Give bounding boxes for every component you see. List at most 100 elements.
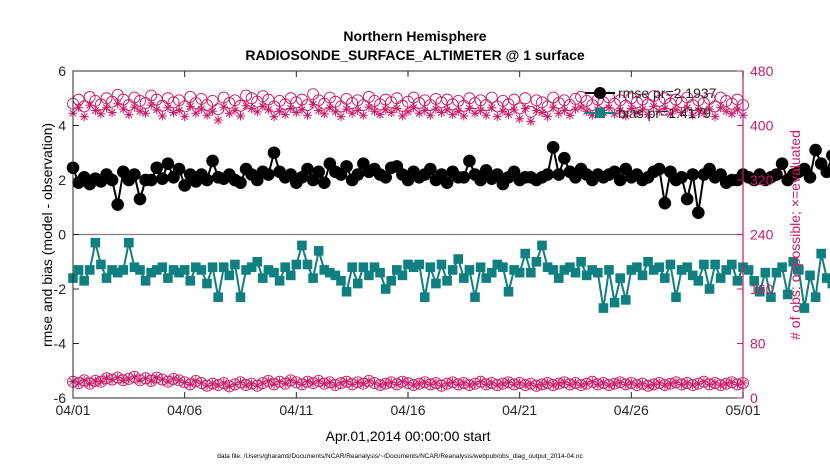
evaluated_bottom-point bbox=[180, 377, 190, 387]
bias-point bbox=[626, 265, 637, 275]
bias-point bbox=[827, 278, 830, 289]
possible-point bbox=[569, 92, 582, 105]
bias-point bbox=[771, 267, 782, 278]
rmse-point bbox=[463, 154, 476, 168]
rmse-point bbox=[552, 168, 566, 181]
bias-point bbox=[330, 270, 341, 281]
bias-point bbox=[380, 284, 391, 294]
rmse-point bbox=[267, 146, 281, 160]
bias-point bbox=[637, 270, 648, 281]
possible-point bbox=[256, 90, 269, 103]
ticks-group: 04/01 04/06 04/11 04/16 04/21 04/26 05/01 -6 -4 -… bbox=[54, 63, 774, 418]
evaluated_bottom-point bbox=[107, 375, 117, 385]
possible-point bbox=[167, 96, 180, 109]
evaluated_bottom-point bbox=[727, 377, 737, 387]
x-tick-label: 04/21 bbox=[502, 402, 537, 418]
evaluated-point bbox=[654, 106, 664, 116]
evaluated_bottom-point bbox=[269, 379, 279, 389]
bias-point bbox=[542, 262, 553, 272]
evaluated_bottom-point bbox=[649, 379, 659, 389]
evaluated-point bbox=[347, 108, 357, 118]
evaluated_bottom-point bbox=[185, 379, 195, 389]
possible-point bbox=[290, 96, 303, 109]
evaluated-point bbox=[520, 103, 530, 113]
evaluated-point bbox=[705, 104, 714, 114]
bias-point bbox=[732, 276, 743, 286]
bias-point bbox=[79, 276, 89, 286]
bias-point bbox=[185, 276, 196, 286]
evaluated-point bbox=[615, 106, 625, 116]
bias-point bbox=[788, 256, 799, 267]
possible-point bbox=[670, 93, 682, 106]
bias-point bbox=[112, 267, 123, 278]
evaluated_bottom-point bbox=[604, 380, 614, 390]
bias-point bbox=[671, 292, 681, 302]
legend-label: rmse pr=2.1937 bbox=[618, 85, 717, 101]
evaluated_bottom-point bbox=[716, 380, 726, 390]
bias-point bbox=[302, 259, 313, 270]
evaluated-point bbox=[464, 103, 474, 113]
rmse-point bbox=[770, 168, 783, 181]
bias-point bbox=[442, 276, 452, 286]
evaluated_bottom-point bbox=[319, 379, 329, 389]
evaluated_bottom-point bbox=[247, 379, 257, 389]
evaluated-point bbox=[85, 100, 95, 110]
data-file-footnote: data file: /Users/gharamti/Documents/NCA… bbox=[217, 453, 583, 460]
evaluated-point bbox=[102, 103, 111, 113]
evaluated-point bbox=[548, 103, 558, 113]
evaluated-point bbox=[208, 106, 218, 116]
evaluated_bottom-point bbox=[375, 380, 385, 390]
evaluated_bottom-point bbox=[314, 376, 324, 386]
bias-point bbox=[84, 265, 95, 275]
evaluated-point bbox=[230, 106, 240, 116]
evaluated-point bbox=[314, 106, 324, 116]
bias-point bbox=[291, 259, 302, 270]
evaluated_bottom-point bbox=[531, 381, 541, 391]
evaluated-point bbox=[543, 112, 553, 122]
evaluated_bottom-point bbox=[303, 377, 312, 387]
evaluated-point bbox=[732, 105, 742, 115]
evaluated_bottom-point bbox=[258, 378, 268, 388]
rmse-point bbox=[558, 151, 571, 165]
evaluated-point bbox=[107, 108, 117, 118]
evaluated-point bbox=[576, 102, 586, 112]
evaluated-point bbox=[319, 109, 329, 119]
evaluated_bottom-point bbox=[643, 381, 653, 391]
evaluated_bottom-point bbox=[336, 378, 346, 388]
bias-point bbox=[620, 295, 631, 305]
evaluated-point bbox=[665, 109, 675, 119]
evaluated-point bbox=[219, 102, 229, 112]
evaluated_bottom-point bbox=[330, 380, 340, 390]
bias-point bbox=[364, 270, 374, 281]
rmse-point bbox=[826, 149, 830, 162]
evaluated-point bbox=[213, 115, 223, 125]
evaluated-point bbox=[638, 105, 647, 115]
bias-point bbox=[358, 262, 369, 272]
rmse-point bbox=[351, 168, 365, 181]
evaluated_bottom-point bbox=[286, 375, 296, 385]
bias-point bbox=[202, 278, 212, 289]
bias-point bbox=[436, 259, 447, 270]
evaluated-point bbox=[185, 101, 195, 111]
rmse-point bbox=[128, 168, 141, 181]
bias-point bbox=[464, 265, 475, 275]
bias-point bbox=[782, 289, 793, 300]
evaluated-point bbox=[202, 110, 212, 120]
rmse-point bbox=[440, 176, 454, 190]
bias-point bbox=[96, 259, 106, 270]
rmse-point bbox=[680, 192, 694, 206]
bias-point bbox=[721, 265, 732, 275]
legend-marker bbox=[594, 87, 606, 99]
evaluated-point bbox=[303, 110, 312, 120]
rmse-point bbox=[301, 162, 314, 176]
legend-marker bbox=[595, 108, 605, 118]
bias-point bbox=[313, 246, 324, 256]
evaluated_bottom-point bbox=[621, 379, 631, 389]
evaluated_bottom-point bbox=[124, 374, 134, 384]
rmse-point bbox=[105, 173, 119, 187]
evaluated_bottom-point bbox=[219, 378, 229, 388]
bias-point bbox=[654, 262, 665, 272]
evaluated_bottom-point bbox=[459, 378, 469, 388]
bias-point bbox=[218, 262, 229, 272]
evaluated-point bbox=[459, 111, 469, 121]
